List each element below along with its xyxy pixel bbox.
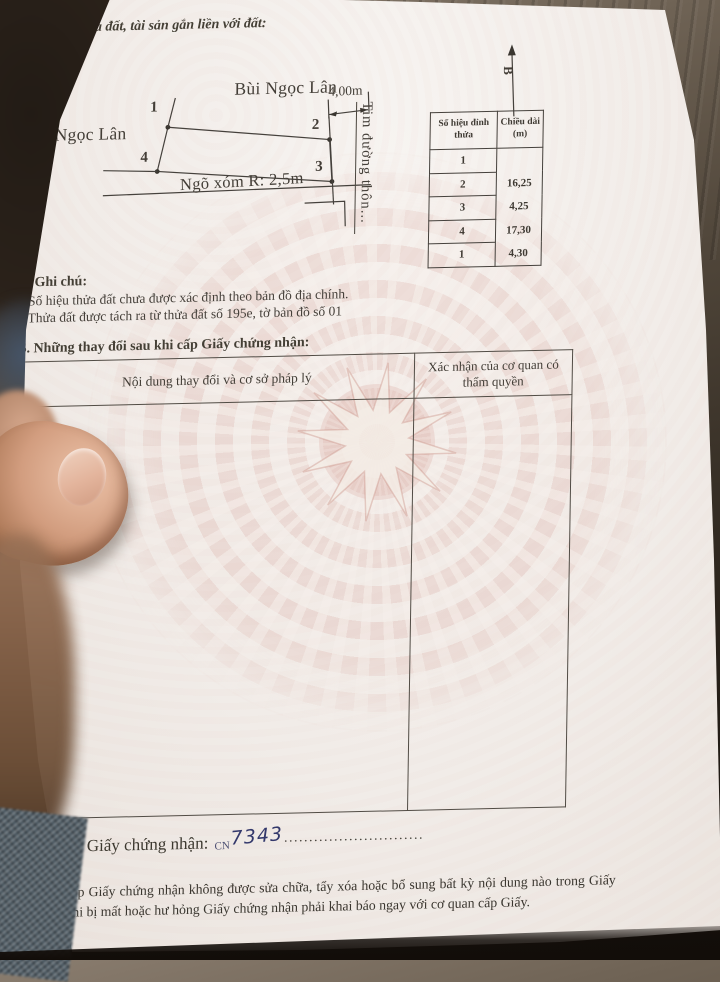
registration-number-handwritten: 7343 [230,823,284,850]
vertex-4-label: 4 [140,149,149,166]
dimension-lines [328,92,369,119]
length-cell: 16,25 [496,170,543,196]
vertex-2-label: 2 [311,116,320,133]
table-row: 1 [429,147,543,174]
registration-prefix-handwritten: CN [214,839,230,853]
table-header-row: Số hiệu đỉnh thửa Chiều dài (m) [429,110,544,150]
vertex-cell: 1 [429,148,497,174]
table-row: 1 4,30 [428,241,542,268]
vertex-cell: 4 [428,218,496,244]
table-row: 4 17,30 [428,217,542,244]
road-lines [102,116,372,232]
page-content: 4. Sơ đồ thửa đất, tài sản gắn liền với … [0,16,616,922]
parcel-boundary [103,94,335,184]
certificate-page: 4. Sơ đồ thửa đất, tài sản gắn liền với … [0,0,720,952]
north-arrow [507,44,516,116]
footer-note: Người được cấp Giấy chứng nhận không đượ… [0,872,616,922]
length-cell: 4,30 [495,241,542,266]
length-col-header: Chiều dài (m) [496,110,544,149]
dotted-line: ..................................... [283,827,425,846]
changes-col2-header: Xác nhận của cơ quan có thẩm quyền [413,349,573,399]
watermark-star [297,362,457,522]
north-symbol-label: B [500,65,516,75]
section6-title: 6. Những thay đổi sau khi cấp Giấy chứng… [19,335,310,357]
vertex-3-label: 3 [315,158,323,175]
vertex-col-header: Số hiệu đỉnh thửa [429,111,498,150]
road-centerline-label: Tim đường thôn... [354,101,376,235]
length-cell: 17,30 [495,217,542,243]
changes-table: Nội dung thay đổi và cơ sở pháp lý Xác n… [20,349,574,820]
table-row: 2 16,25 [429,170,543,197]
vertex-1-label: 1 [150,99,158,116]
vertex-cell: 2 [429,171,497,197]
adjacent-owner-top-label: Bùi Ngọc Lân [234,76,338,99]
registration-row: Số vào sổ cấp Giấy chứng nhận: CN7343....… [20,822,609,858]
top-dimension-label: 4,00m [328,82,363,99]
vertex-cell: 1 [428,242,496,268]
parcel-diagram [0,44,516,280]
length-cell [496,147,543,172]
table-row: 3 4,25 [428,194,543,221]
vertex-length-table: Số hiệu đỉnh thửa Chiều dài (m) 1 2 16,2… [427,109,544,268]
length-cell: 4,25 [495,194,543,219]
vertex-cell: 3 [428,195,497,221]
changes-confirm-cell [407,394,572,811]
